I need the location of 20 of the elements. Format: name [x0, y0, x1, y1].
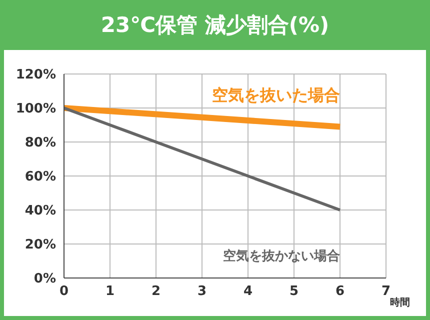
- series-label: 空気を抜いた場合: [212, 86, 340, 105]
- x-tick-label: 4: [243, 284, 253, 300]
- y-tick-label: 80%: [24, 136, 56, 151]
- y-tick-label: 20%: [24, 238, 56, 253]
- x-tick-label: 0: [59, 284, 69, 300]
- line-series: [64, 106, 342, 212]
- x-tick-label: 2: [151, 284, 161, 300]
- text: 空気を抜かない場合: [223, 248, 340, 264]
- y-tick-label: 100%: [16, 102, 56, 117]
- y-tick-label: 40%: [24, 204, 56, 219]
- x-tick-label: 5: [289, 284, 299, 300]
- x-tick-label: 6: [335, 284, 345, 300]
- x-tick-label: 7: [381, 284, 391, 300]
- chart-title: 23℃保管 減少割合(%): [100, 12, 330, 39]
- y-tick-label: 60%: [24, 170, 56, 185]
- x-axis-title: 時間: [390, 296, 410, 309]
- x-tick-label: 1: [105, 284, 115, 300]
- y-tick-label: 0%: [34, 272, 56, 287]
- y-tick-label: 120%: [16, 68, 56, 83]
- x-tick-label: 3: [197, 284, 207, 300]
